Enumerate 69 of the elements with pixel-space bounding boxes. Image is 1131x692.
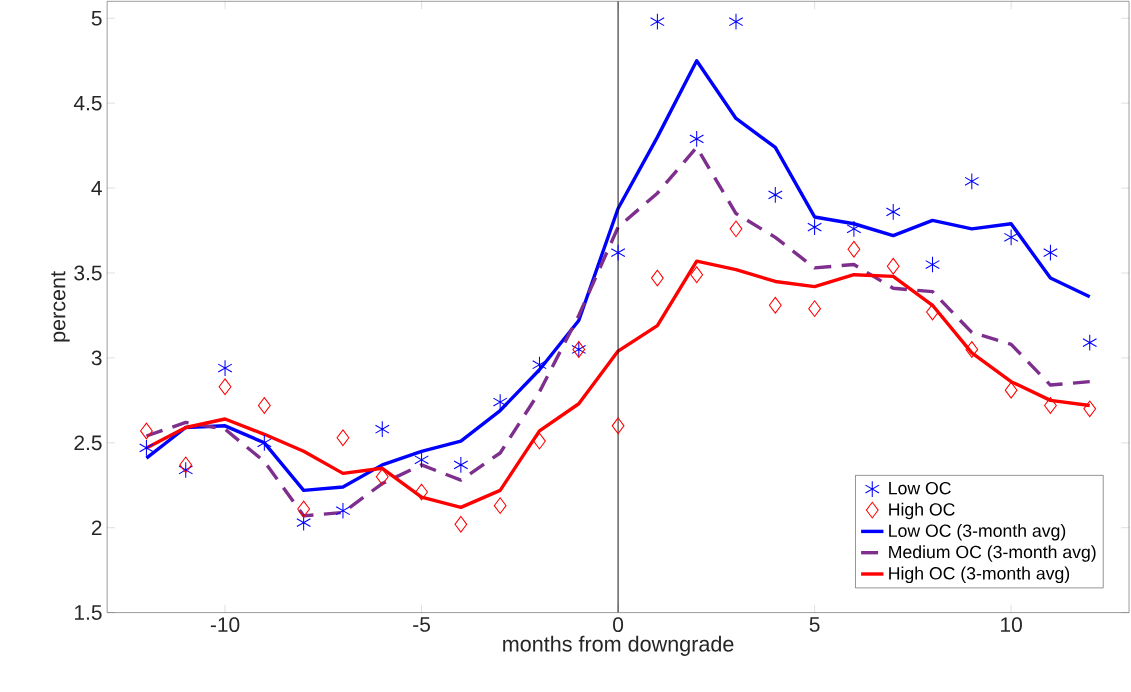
- legend-label: Low OC: [889, 481, 951, 495]
- point: [257, 434, 272, 451]
- x-tick-label: -5: [413, 617, 430, 632]
- point: [297, 500, 311, 518]
- legend-label: Low OC (3-month avg): [889, 523, 1066, 541]
- x-tick-label: 0: [613, 617, 624, 632]
- point: [885, 203, 901, 221]
- point: [964, 172, 980, 190]
- point: [728, 13, 744, 30]
- point: [493, 497, 507, 514]
- point: [886, 257, 900, 275]
- point: [650, 13, 665, 30]
- legend-label: Medium OC (3-month avg): [889, 545, 1096, 562]
- x-axis-title: months from downgrade: [503, 635, 734, 656]
- point: [454, 515, 468, 533]
- point: [296, 514, 311, 531]
- point: [335, 502, 351, 519]
- y-tick-label: 1.5: [75, 605, 102, 620]
- point: [965, 340, 979, 358]
- y-tick-label: 5: [91, 10, 102, 26]
- point: [690, 266, 704, 283]
- x-tick-label: -10: [210, 617, 240, 632]
- point: [257, 396, 271, 414]
- y-tick-label: 4: [91, 180, 102, 196]
- line-series: [144, 145, 1092, 518]
- point: [374, 420, 390, 438]
- point: [218, 378, 232, 395]
- point: [650, 269, 664, 287]
- point: [139, 439, 154, 457]
- x-tick-label: 10: [1001, 617, 1022, 632]
- point: [610, 244, 626, 261]
- point: [807, 218, 822, 236]
- point: [178, 461, 194, 479]
- y-tick-label: 4.5: [73, 95, 102, 111]
- point: [808, 300, 822, 317]
- point: [847, 240, 861, 258]
- point: [1082, 334, 1098, 351]
- point: [533, 432, 546, 450]
- point: [767, 186, 783, 204]
- point: [689, 130, 705, 148]
- point: [336, 429, 350, 446]
- point: [1004, 381, 1018, 399]
- point: [1044, 396, 1057, 414]
- y-tick-label: 3.5: [74, 265, 102, 281]
- x-tick-label: 5: [809, 617, 820, 632]
- point: [926, 303, 939, 321]
- point: [375, 468, 389, 485]
- point: [140, 422, 153, 440]
- point: [1043, 244, 1058, 261]
- point: [846, 220, 862, 238]
- y-tick-label: 2: [91, 520, 102, 535]
- point: [217, 359, 233, 377]
- point: [492, 393, 508, 411]
- y-axis-title: percent: [51, 270, 70, 342]
- point: [925, 255, 940, 273]
- y-tick-label: 3: [91, 350, 102, 366]
- point: [453, 456, 469, 474]
- point: [1003, 228, 1019, 246]
- point: [611, 417, 625, 435]
- y-tick-label: 2.5: [74, 435, 102, 451]
- point: [768, 296, 782, 314]
- point: [1083, 400, 1097, 418]
- point: [414, 451, 429, 468]
- point: [532, 356, 547, 373]
- point: [729, 220, 743, 238]
- legend-label: High OC: [889, 502, 955, 520]
- point: [415, 483, 428, 501]
- point: [179, 456, 193, 474]
- legend-label: High OC (3-month avg): [889, 566, 1070, 583]
